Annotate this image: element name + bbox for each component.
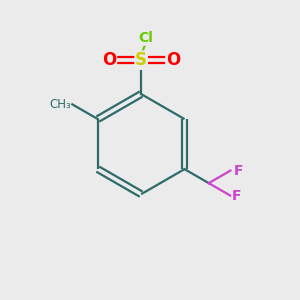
Text: CH₃: CH₃	[49, 98, 71, 111]
Text: F: F	[233, 164, 243, 178]
Text: O: O	[167, 51, 181, 69]
Text: Cl: Cl	[138, 31, 153, 45]
Text: O: O	[102, 51, 116, 69]
Text: F: F	[232, 189, 242, 202]
Text: S: S	[135, 51, 147, 69]
